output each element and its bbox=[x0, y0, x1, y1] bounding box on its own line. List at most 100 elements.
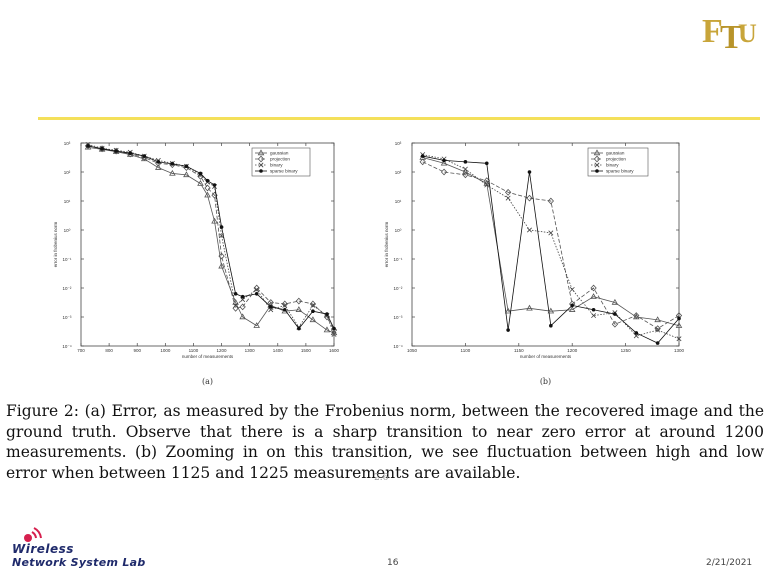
data-point-sparse-binary bbox=[442, 158, 446, 163]
y-tick-label: 10⁻³ bbox=[63, 315, 72, 320]
data-point-projection bbox=[239, 303, 246, 311]
legend-label: binary bbox=[606, 163, 619, 168]
data-point-gaussian bbox=[323, 326, 331, 333]
x-tick-label: 1200 bbox=[217, 348, 228, 353]
data-point-gaussian bbox=[675, 322, 683, 328]
data-point-sparse-binary bbox=[184, 164, 189, 168]
data-point-sparse-binary bbox=[142, 154, 147, 158]
y-axis-label: error in frobenius norm bbox=[384, 221, 389, 267]
y-tick-label: 10¹ bbox=[64, 199, 71, 204]
data-point-gaussian bbox=[547, 307, 555, 314]
data-point-sparse-binary bbox=[156, 160, 161, 164]
data-point-projection bbox=[323, 313, 331, 321]
data-point-sparse-binary bbox=[332, 326, 336, 331]
data-point-gaussian bbox=[155, 164, 162, 170]
x-tick-label: 1300 bbox=[674, 348, 685, 353]
data-point-projection bbox=[253, 284, 260, 292]
data-point-projection bbox=[590, 284, 597, 292]
data-point-sparse-binary bbox=[233, 292, 238, 296]
data-point-sparse-binary bbox=[254, 292, 259, 296]
data-point-gaussian bbox=[526, 304, 533, 311]
data-point-sparse-binary bbox=[268, 305, 273, 309]
legend-marker bbox=[593, 155, 601, 163]
data-point-projection bbox=[218, 252, 225, 260]
data-point-sparse-binary bbox=[128, 151, 132, 155]
legend-marker bbox=[257, 149, 265, 156]
data-point-gaussian bbox=[204, 191, 211, 198]
data-point-projection bbox=[504, 188, 512, 196]
data-point-projection bbox=[440, 168, 448, 176]
plot-frame bbox=[80, 142, 335, 347]
data-point-sparse-binary bbox=[311, 309, 315, 314]
data-point-binary bbox=[240, 297, 246, 303]
data-point-binary bbox=[310, 302, 316, 308]
legend-label: gaussian bbox=[606, 151, 625, 156]
data-point-projection bbox=[281, 300, 288, 308]
data-point-binary bbox=[526, 227, 532, 233]
data-point-sparse-binary bbox=[205, 178, 210, 183]
data-point-projection bbox=[462, 171, 469, 179]
page-number: 16 bbox=[387, 558, 399, 568]
data-point-binary bbox=[569, 286, 575, 292]
data-point-binary bbox=[633, 333, 639, 339]
data-point-sparse-binary bbox=[527, 170, 532, 174]
plot-frame bbox=[411, 142, 680, 347]
wireless-signal-icon bbox=[24, 527, 42, 542]
data-point-binary bbox=[233, 302, 239, 308]
wireless-network-system-lab-logo: Wireless Network System Lab bbox=[12, 522, 172, 572]
y-axis-label: error in frobenius norm bbox=[53, 221, 58, 267]
legend-label: projection bbox=[606, 157, 626, 162]
y-tick-label: 10⁻⁴ bbox=[62, 344, 71, 349]
data-point-gaussian bbox=[440, 159, 448, 166]
y-tick-label: 10⁻¹ bbox=[394, 257, 403, 262]
data-point-sparse-binary bbox=[86, 144, 90, 148]
data-point-sparse-binary bbox=[570, 303, 574, 308]
data-point-sparse-binary bbox=[549, 323, 553, 328]
data-point-gaussian bbox=[295, 306, 303, 312]
data-point-gaussian bbox=[239, 313, 246, 320]
legend-marker bbox=[258, 162, 264, 168]
data-point-binary bbox=[655, 327, 661, 333]
legend-marker bbox=[259, 169, 263, 173]
y-tick-label: 10⁰ bbox=[64, 228, 71, 233]
x-tick-label: 900 bbox=[133, 348, 141, 353]
slide-date: 2/21/2021 bbox=[706, 558, 753, 568]
x-tick-label: 1250 bbox=[621, 348, 632, 353]
data-point-binary bbox=[484, 182, 490, 188]
x-tick-label: 1600 bbox=[329, 348, 340, 353]
logo-line-1: Wireless bbox=[12, 542, 74, 556]
data-point-sparse-binary bbox=[420, 154, 425, 158]
panel-label: (a) bbox=[202, 377, 213, 386]
legend-marker bbox=[594, 162, 600, 168]
legend-marker bbox=[257, 155, 265, 163]
x-tick-label: 1400 bbox=[273, 348, 284, 353]
x-tick-label: 1150 bbox=[514, 348, 524, 353]
header-divider bbox=[38, 117, 760, 120]
data-point-gaussian bbox=[218, 262, 225, 269]
data-point-sparse-binary bbox=[325, 312, 329, 316]
data-point-gaussian bbox=[169, 169, 176, 176]
data-point-gaussian bbox=[253, 322, 260, 328]
legend-label: sparse binary bbox=[270, 169, 298, 174]
data-point-projection bbox=[309, 300, 317, 308]
svg-text:U: U bbox=[738, 19, 757, 48]
panel-label: (b) bbox=[540, 377, 551, 386]
data-point-sparse-binary bbox=[297, 326, 301, 331]
data-point-binary bbox=[676, 336, 682, 342]
y-tick-label: 10² bbox=[395, 170, 402, 175]
data-point-sparse-binary bbox=[240, 294, 245, 299]
x-tick-label: 800 bbox=[105, 348, 113, 353]
y-tick-label: 10⁰ bbox=[395, 228, 402, 233]
x-tick-label: 1100 bbox=[189, 348, 199, 353]
x-tick-label: 1500 bbox=[301, 348, 312, 353]
data-point-gaussian bbox=[568, 306, 576, 312]
data-point-projection bbox=[654, 325, 661, 332]
data-point-projection bbox=[419, 158, 426, 166]
data-point-gaussian bbox=[654, 316, 661, 323]
x-tick-label: 1300 bbox=[245, 348, 256, 353]
data-point-projection bbox=[633, 312, 640, 319]
data-point-projection bbox=[526, 194, 533, 202]
data-point-sparse-binary bbox=[283, 307, 287, 312]
caption-cutoff-text: 2.6 bbox=[374, 473, 389, 483]
data-point-binary bbox=[282, 302, 288, 308]
